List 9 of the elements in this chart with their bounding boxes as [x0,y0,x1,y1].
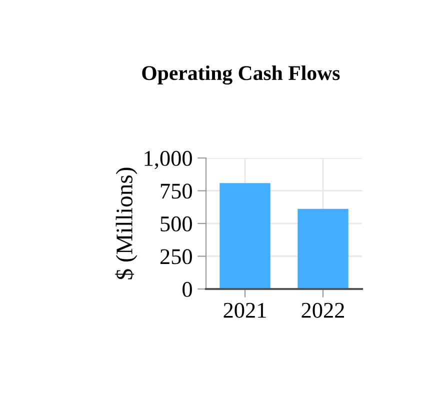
y-tick-label: 750 [160,184,192,199]
x-tick-label: 2021 [224,302,266,318]
y-tick-label: 0 [182,282,192,297]
y-axis-title: $ (Millions) [115,168,138,280]
chart-title: Operating Cash Flows [142,65,340,85]
y-tick-label: 1,000 [144,150,192,170]
x-tick-label: 2022 [302,302,344,318]
y-tick-label: 500 [160,216,192,232]
y-tick-label: 250 [160,249,192,264]
